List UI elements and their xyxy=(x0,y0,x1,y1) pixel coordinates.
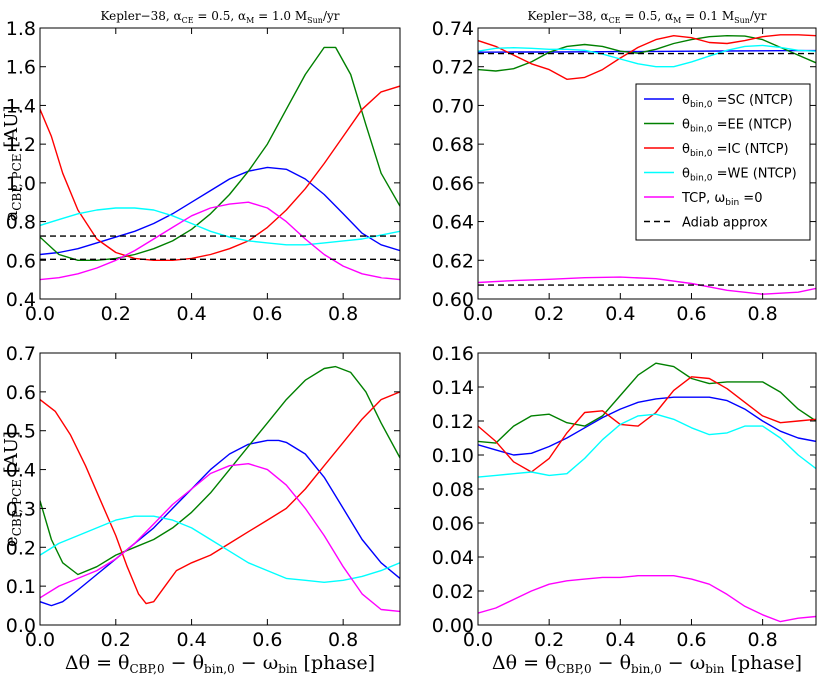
y-tick-label: 0.74 xyxy=(432,18,474,40)
x-tick-label: 0.0 xyxy=(25,303,55,325)
y-tick-label: 1.2 xyxy=(6,134,36,156)
y-tick-label: 0.06 xyxy=(432,513,474,535)
axes-frame xyxy=(477,352,817,626)
y-tick-label: 0.14 xyxy=(432,377,474,399)
y-tick-label: 0.10 xyxy=(432,445,474,467)
series-line-5 xyxy=(40,201,400,281)
x-tick-label: 0.4 xyxy=(176,629,206,651)
x-tick-label: 0.6 xyxy=(676,303,706,325)
y-tick-label: 0.3 xyxy=(6,498,36,520)
y-tick-label: 0.7 xyxy=(6,343,36,365)
y-tick-label: 0.04 xyxy=(432,547,474,569)
series-line-4 xyxy=(478,413,816,478)
panel-4: 0.0 0.2 0.4 0.6 0.8 0.00 0.02 0.04 0.06 0.08 0.10 0… xyxy=(432,343,817,676)
y-tick-label: 0.72 xyxy=(432,57,474,79)
y-tick-label: 0.64 xyxy=(432,212,474,234)
series-line-3 xyxy=(478,376,816,473)
panel-title: Kepler−38, αCE = 0.5, αM = 1.0 MSun/yr xyxy=(100,9,339,25)
series-group xyxy=(40,46,400,281)
y-tick-label: 1.6 xyxy=(6,57,36,79)
y-tick-label: 0.02 xyxy=(432,581,474,603)
series-line-5 xyxy=(478,276,816,295)
series-group xyxy=(478,362,816,623)
series-group xyxy=(478,34,816,295)
legend-item: θbin,0 =IC (NTCP) xyxy=(682,142,789,159)
y-tick-label: 0.8 xyxy=(6,212,36,234)
y-tick-label: 1.4 xyxy=(6,95,36,117)
x-axis-label: Δθ = θCBP,0 − θbin,0 − ωbin [phase] xyxy=(492,652,802,676)
y-tick-label: 0.62 xyxy=(432,250,474,272)
y-axis-label: aCBP, PCE [AU] xyxy=(1,106,24,222)
y-axis-label: eCBP, PCE [AU] xyxy=(1,431,24,547)
series-line-4 xyxy=(40,207,400,246)
y-tick-label: 0.6 xyxy=(6,250,36,272)
legend-item: θbin,0 =EE (NTCP) xyxy=(682,118,792,135)
series-group xyxy=(40,365,400,613)
y-tick-label: 0.00 xyxy=(432,615,474,637)
y-tick-label: 0.08 xyxy=(432,479,474,501)
y-tick-label: 0.12 xyxy=(432,411,474,433)
series-line-3 xyxy=(478,34,816,81)
legend-item: Adiab approx xyxy=(682,216,768,231)
x-tick-label: 0.2 xyxy=(101,629,131,651)
x-tick-label: 0.4 xyxy=(605,629,635,651)
x-tick-label: 0.0 xyxy=(463,629,493,651)
x-tick-label: 0.8 xyxy=(748,629,778,651)
x-tick-label: 0.2 xyxy=(534,629,564,651)
y-tick-label: 0.68 xyxy=(432,134,474,156)
x-tick-label: 0.8 xyxy=(328,629,358,651)
x-tick-label: 0.4 xyxy=(605,303,635,325)
panel-3: 0.0 0.2 0.4 0.6 0.8 0.0 0.1 0.2 0.3 0.4 0.5 0.6 0.7 e… xyxy=(1,343,401,676)
x-tick-label: 0.2 xyxy=(101,303,131,325)
y-tick-label: 0.16 xyxy=(432,343,474,365)
y-tick-label: 0.66 xyxy=(432,173,474,195)
y-tick-label: 0.4 xyxy=(6,289,36,311)
x-tick-label: 0.2 xyxy=(534,303,564,325)
series-line-2 xyxy=(478,35,816,72)
series-line-3 xyxy=(40,391,400,605)
x-tick-label: 0.0 xyxy=(463,303,493,325)
series-line-2 xyxy=(40,365,400,576)
series-line-1 xyxy=(40,439,400,607)
y-tick-label: 0.60 xyxy=(432,289,474,311)
series-line-5 xyxy=(478,575,816,623)
legend: θbin,0 =SC (NTCP) θbin,0 =EE (NTCP) θbin,0… xyxy=(635,83,811,241)
series-line-3 xyxy=(40,85,400,261)
y-tick-label: 1.0 xyxy=(6,173,36,195)
x-tick-label: 0.8 xyxy=(328,303,358,325)
y-tick-label: 0.5 xyxy=(6,421,36,443)
y-tick-label: 1.8 xyxy=(6,18,36,40)
x-tick-label: 0.8 xyxy=(748,303,778,325)
series-line-5 xyxy=(40,463,400,613)
series-line-1 xyxy=(478,49,816,53)
x-tick-label: 0.0 xyxy=(25,629,55,651)
x-tick-label: 0.4 xyxy=(176,303,206,325)
legend-item: θbin,0 =WE (NTCP) xyxy=(682,167,797,184)
series-line-2 xyxy=(40,46,400,261)
axes-frame xyxy=(477,27,817,300)
series-line-2 xyxy=(478,362,816,444)
axes-frame xyxy=(39,352,401,626)
x-axis-label: Δθ = θCBP,0 − θbin,0 − ωbin [phase] xyxy=(65,652,375,676)
axes-frame xyxy=(39,27,401,300)
legend-item: θbin,0 =SC (NTCP) xyxy=(682,93,793,110)
series-line-4 xyxy=(478,44,816,68)
y-tick-label: 0.2 xyxy=(6,537,36,559)
y-tick-label: 0.4 xyxy=(6,460,36,482)
y-tick-label: 0.1 xyxy=(6,576,36,598)
panel-1: 0.0 0.2 0.4 0.6 0.8 0.4 0.6 0.8 1.0 1.2 1.4 1.6 1.8 K… xyxy=(1,9,401,325)
series-line-4 xyxy=(40,515,400,583)
series-line-1 xyxy=(478,396,816,456)
x-tick-label: 0.6 xyxy=(676,629,706,651)
x-tick-label: 0.6 xyxy=(252,629,282,651)
x-tick-label: 0.6 xyxy=(252,303,282,325)
panel-title: Kepler−38, αCE = 0.5, αM = 0.1 MSun/yr xyxy=(527,9,766,25)
legend-item: TCP, ωbin =0 xyxy=(681,191,762,208)
panel-2: 0.0 0.2 0.4 0.6 0.8 0.60 0.62 0.64 0.66 0.68 0.70 0… xyxy=(432,9,817,325)
y-tick-label: 0.6 xyxy=(6,382,36,404)
y-tick-label: 0.70 xyxy=(432,95,474,117)
legend-frame xyxy=(635,83,811,241)
y-tick-label: 0.0 xyxy=(6,615,36,637)
